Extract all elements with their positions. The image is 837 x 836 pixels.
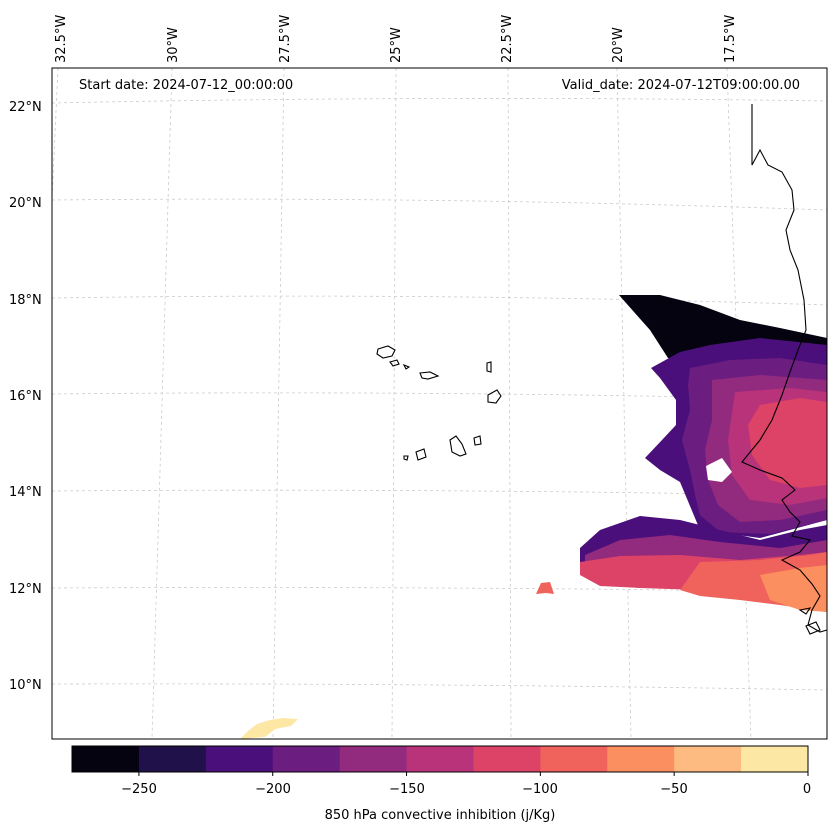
colorbar-segment: [138, 746, 207, 772]
lat-label-16N: 16°N: [9, 389, 42, 404]
colorbar-segment: [607, 746, 675, 772]
cape-verde-brava: [403, 455, 409, 461]
cbar-tick-label: −250: [121, 782, 157, 797]
valid-date-label: Valid_date: 2024-07-12T09:00:00.00: [561, 78, 800, 93]
colorbar-frame: [71, 745, 809, 773]
colorbar-segment: [72, 746, 140, 772]
grid-lat-10: [51, 683, 828, 691]
latitude-labels: 22°N 20°N 18°N 16°N 14°N 12°N 10°N: [9, 100, 42, 693]
cbar-tick-label: −150: [389, 782, 425, 797]
cape-verde-sao-vicente: [389, 359, 400, 367]
lon-label-17.5W: 17.5°W: [723, 15, 738, 63]
africa-coastline: [741, 104, 828, 633]
lon-label-27.5W: 27.5°W: [278, 15, 293, 63]
colorbar-title: 850 hPa convective inhibition (j/Kg): [324, 808, 556, 823]
lat-label-10N: 10°N: [9, 678, 42, 693]
bijagos-islands: [798, 607, 821, 635]
cin-band-south-orange: [760, 565, 827, 612]
cin-contours: [240, 295, 827, 739]
map-frame: [51, 67, 828, 740]
cape-verde-maio: [473, 435, 482, 446]
grid-lon-25: [391, 67, 397, 740]
colorbar: [71, 745, 809, 776]
grid-lon-30: [151, 67, 173, 740]
lon-label-25W: 25°W: [389, 27, 404, 63]
cbar-tick-label: −200: [255, 782, 291, 797]
lon-label-32.5W: 32.5°W: [54, 15, 69, 63]
cape-verde-santo-antao: [376, 345, 396, 359]
lat-label-22N: 22°N: [9, 100, 42, 115]
colorbar-segment: [205, 746, 274, 772]
grid-lon-32.5: [51, 67, 59, 201]
lat-label-14N: 14°N: [9, 485, 42, 500]
grid-lon-20: [616, 67, 632, 740]
grid-lon-27.5: [272, 67, 285, 740]
cape-verde-santa-luzia: [402, 363, 411, 370]
lat-label-12N: 12°N: [9, 582, 42, 597]
grid-lat-18: [51, 295, 828, 306]
cin-band-red: [748, 398, 827, 488]
colorbar-segment: [406, 746, 474, 772]
cbar-tick-label: 0: [803, 782, 811, 797]
cape-verde-santiago: [449, 435, 467, 457]
colorbar-segment: [272, 746, 341, 772]
colorbar-ticks: −250 −200 −150 −100 −50 0: [121, 782, 811, 797]
colorbar-segment: [674, 746, 742, 772]
grid-lat-22: [51, 98, 828, 104]
colorbar-segment: [339, 746, 408, 772]
grid-lat-14: [51, 489, 828, 497]
cbar-tick-label: −50: [660, 782, 687, 797]
cape-verde-sal: [486, 361, 492, 373]
longitude-labels: 32.5°W 30°W 27.5°W 25°W 22.5°W 20°W 17.5…: [54, 15, 738, 63]
grid-lat-16: [51, 392, 828, 401]
grid-lon-17.5: [726, 67, 752, 740]
lon-label-22.5W: 22.5°W: [500, 15, 515, 63]
lon-label-30W: 30°W: [166, 27, 181, 63]
lon-label-20W: 20°W: [611, 27, 626, 63]
cbar-tick-label: −100: [522, 782, 558, 797]
colorbar-segment: [473, 746, 541, 772]
start-date-label: Start date: 2024-07-12_00:00:00: [79, 78, 294, 93]
cape-verde-sao-nicolau: [419, 371, 440, 380]
cape-verde-fogo: [415, 448, 427, 461]
cin-band-lightest: [240, 718, 298, 739]
grid-lat-12: [51, 587, 828, 593]
cin-band-isolated-cell: [536, 582, 554, 594]
graticule: [51, 67, 828, 740]
cin-hole: [706, 458, 732, 482]
lat-label-20N: 20°N: [9, 196, 42, 211]
coastlines: [376, 104, 828, 635]
cape-verde-boa-vista: [487, 389, 502, 404]
grid-lat-20: [51, 198, 828, 211]
colorbar-segment: [540, 746, 608, 772]
lat-label-18N: 18°N: [9, 293, 42, 308]
colorbar-segment: [741, 746, 809, 772]
grid-lon-22.5: [507, 67, 512, 740]
